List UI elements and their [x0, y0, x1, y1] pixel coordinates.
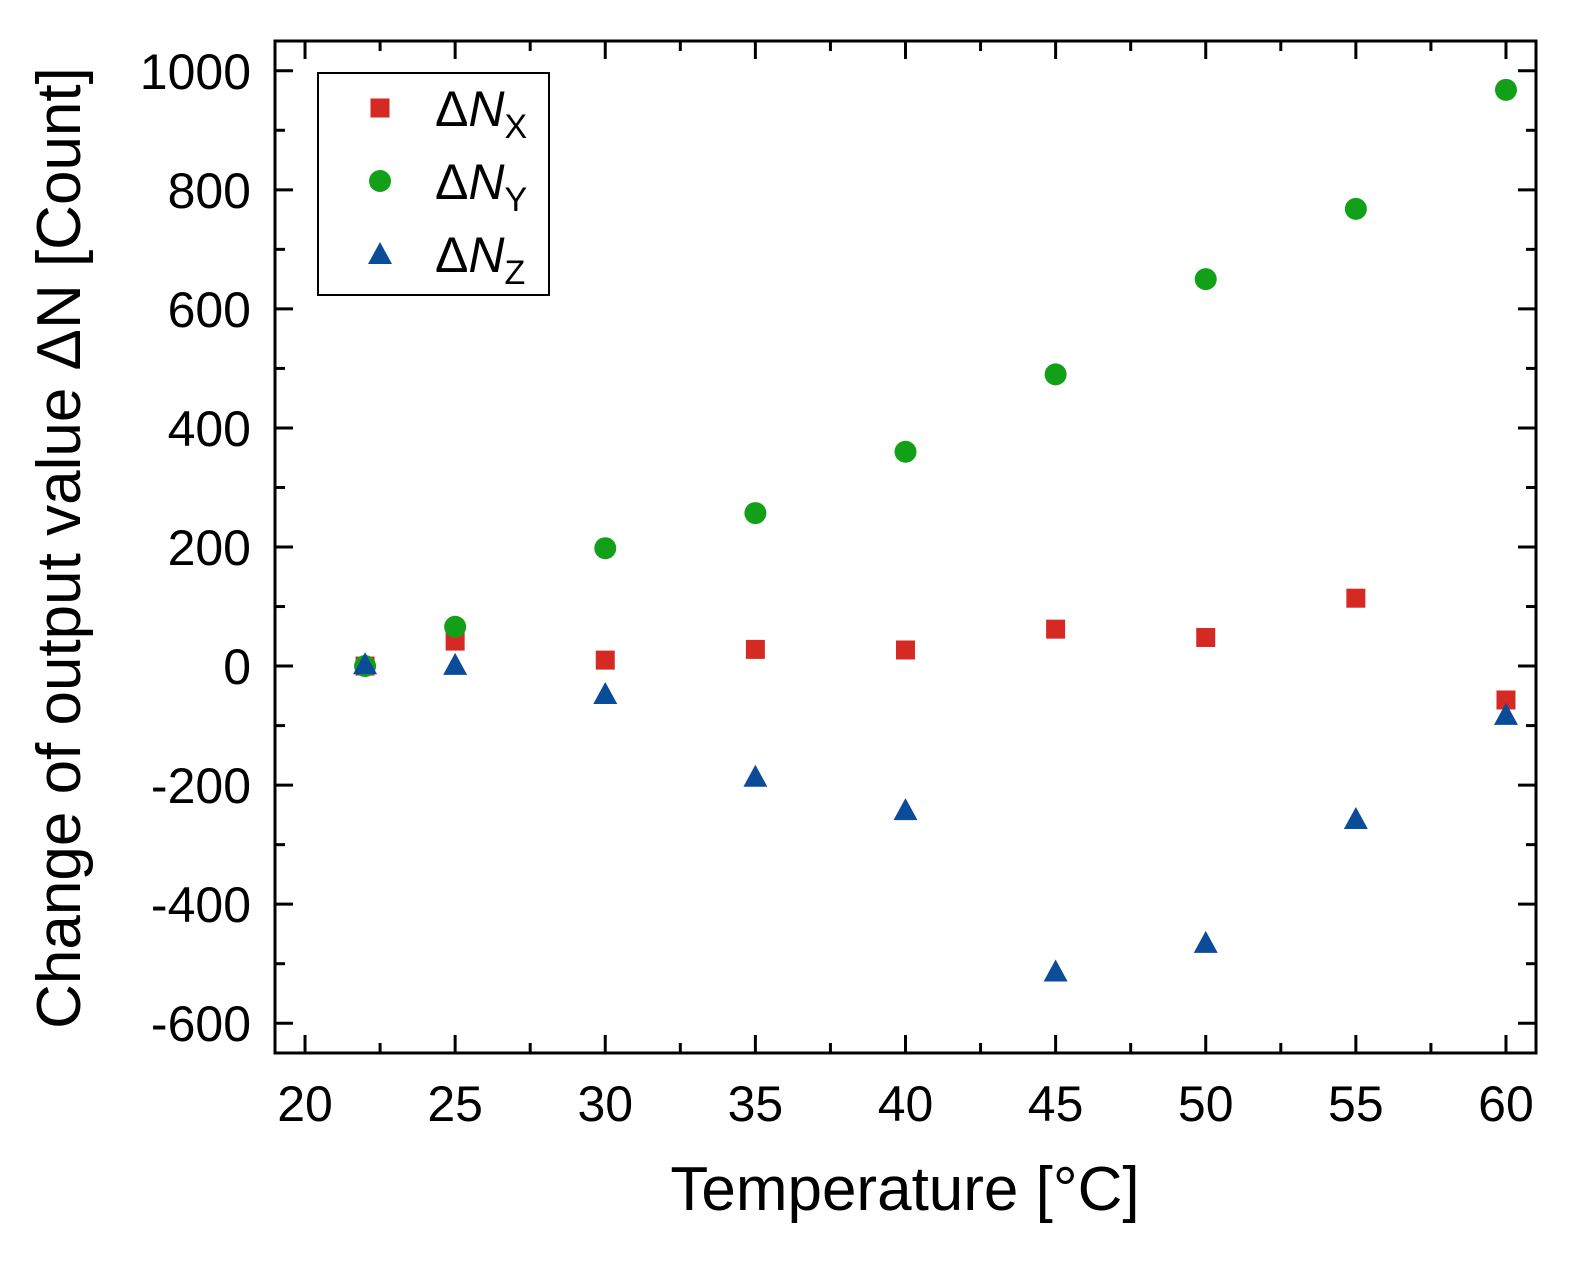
legend-label: ΔNZ [435, 227, 525, 292]
point-triangle [743, 764, 768, 787]
legend: ΔNX ΔNY ΔNZ [317, 72, 550, 296]
y-tick-label: -600 [151, 996, 251, 1052]
y-tick-label: -400 [151, 877, 251, 933]
legend-label: ΔNY [435, 154, 527, 219]
y-tick-label: 200 [168, 520, 251, 576]
y-tick-label: 400 [168, 401, 251, 457]
point-circle [1044, 363, 1067, 386]
legend-marker-circle [369, 170, 391, 192]
point-circle [1344, 197, 1367, 220]
y-tick-label: 800 [168, 163, 251, 219]
x-tick-label: 25 [427, 1076, 483, 1132]
point-circle [1194, 268, 1217, 291]
legend-label: ΔNX [435, 81, 527, 146]
y-axis-ticks: -600 -400 -200 0 200 400 600 800 1000 [140, 44, 1536, 1052]
legend-marker-square [370, 98, 390, 118]
point-triangle [1043, 959, 1068, 982]
y-tick-label: 1000 [140, 44, 251, 100]
point-circle [444, 615, 467, 638]
legend-marker-triangle [368, 242, 392, 264]
point-triangle [353, 652, 378, 675]
point-square [1196, 627, 1216, 647]
point-triangle [1343, 807, 1368, 830]
data-points [353, 78, 1518, 982]
point-square [1346, 588, 1366, 608]
x-tick-label: 20 [277, 1076, 333, 1132]
x-tick-label: 30 [577, 1076, 633, 1132]
point-square [1496, 690, 1516, 710]
point-square [595, 650, 615, 670]
y-axis-label: Change of output value ΔN [Count] [25, 67, 94, 1029]
x-tick-label: 35 [728, 1076, 784, 1132]
series-z [353, 652, 1518, 982]
y-tick-label: 0 [223, 639, 251, 695]
x-tick-label: 55 [1328, 1076, 1384, 1132]
point-triangle [593, 682, 618, 705]
point-square [745, 639, 765, 659]
y-tick-label: -200 [151, 758, 251, 814]
x-axis-label: Temperature [°C] [670, 1155, 1139, 1224]
series-x [355, 588, 1516, 710]
x-tick-label: 45 [1028, 1076, 1084, 1132]
x-tick-label: 40 [878, 1076, 934, 1132]
x-tick-label: 50 [1178, 1076, 1234, 1132]
point-circle [894, 440, 917, 463]
point-triangle [1193, 930, 1218, 953]
x-tick-label: 60 [1478, 1076, 1534, 1132]
point-triangle [893, 798, 918, 821]
legend-box [317, 72, 550, 296]
point-circle [1494, 78, 1517, 101]
point-triangle [1493, 702, 1518, 725]
point-square [1046, 619, 1066, 639]
x-axis-ticks: 20 25 30 35 40 45 50 55 60 [277, 41, 1534, 1132]
y-tick-label: 600 [168, 282, 251, 338]
point-square [896, 640, 915, 660]
point-circle [744, 502, 767, 525]
point-triangle [443, 652, 468, 675]
point-circle [594, 537, 617, 560]
